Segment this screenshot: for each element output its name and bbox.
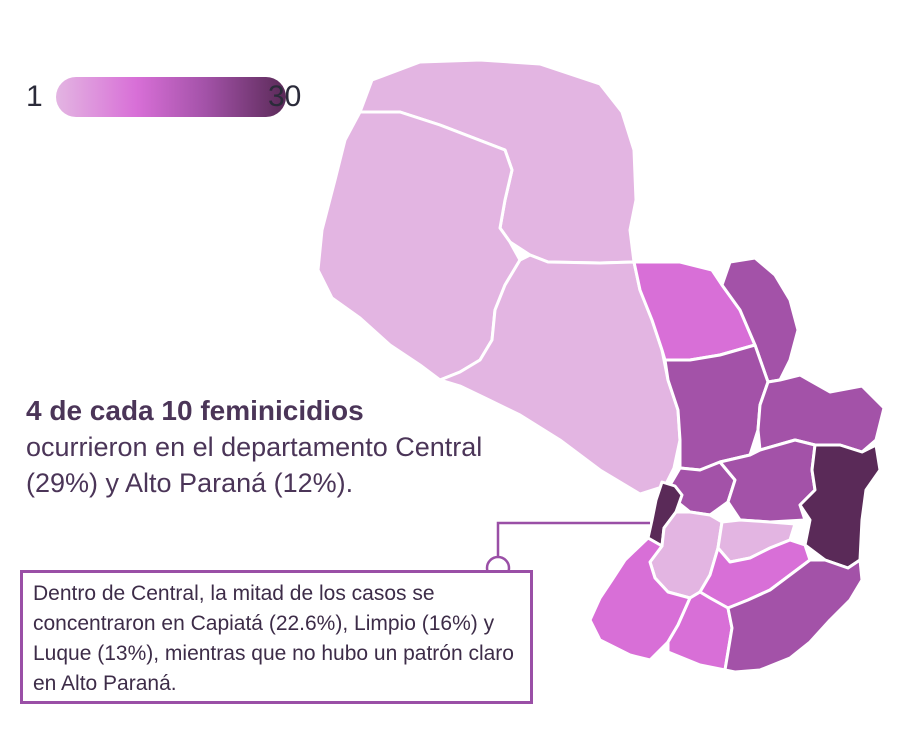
region-alto-parana [798,443,882,570]
region-neembucu [588,536,692,662]
callout-connector-line [496,521,650,556]
region-itapua [723,558,864,674]
legend-min-label: 1 [26,80,43,113]
legend-gradient-bar [56,77,286,117]
color-scale-legend: 1 30 [26,74,316,122]
region-boqueron [316,110,522,382]
legend-max-label: 30 [268,80,302,113]
headline: 4 de cada 10 feminicidios ocurrieron en … [26,393,526,501]
callout-box: Dentro de Central, la mitad de los casos… [20,570,533,704]
region-san-pedro [663,343,770,472]
headline-text: ocurrieron en el departamento Central (2… [26,432,483,498]
callout-text: Dentro de Central, la mitad de los casos… [33,582,514,695]
headline-bold: 4 de cada 10 feminicidios [26,395,364,426]
region-amambay [720,256,800,384]
region-canindeyu [756,373,886,454]
